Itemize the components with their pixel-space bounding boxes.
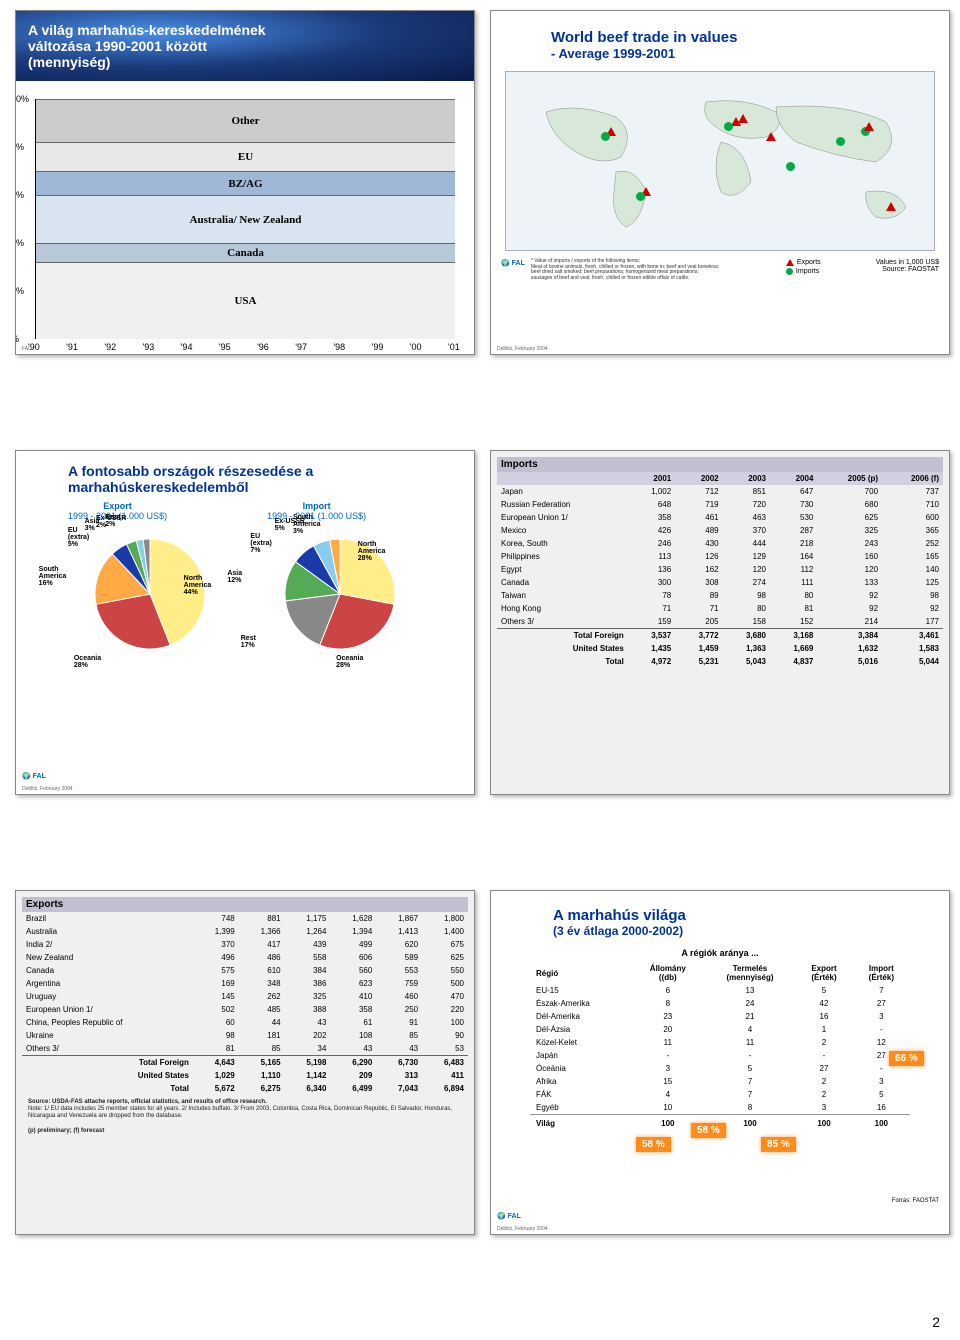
slide1-title-1: A világ marhahús-kereskedelmének <box>28 22 462 38</box>
map-marker <box>886 202 896 211</box>
source-line1: Values in 1,000 US$ <box>876 259 939 266</box>
slide6-footer: Deblitz, February 2004 <box>497 1226 548 1232</box>
pie-label: EU(extra)7% <box>250 533 271 554</box>
exports-table: ExportsBrazil7488811,1751,6281,8671,800A… <box>22 897 468 1095</box>
band-bz-ag: BZ/AG <box>36 171 455 195</box>
map-source: Values in 1,000 US$ Source: FAOSTAT <box>876 259 939 273</box>
map-marker <box>724 122 733 131</box>
callout: 85 % <box>761 1137 796 1152</box>
slide-3: A fontosabb országok részesedése a marha… <box>15 450 475 795</box>
slide2-footer: Deblitz, February 2004 <box>497 346 548 352</box>
map-svg <box>506 72 936 252</box>
slide3-title-1: A fontosabb országok részesedése a <box>68 463 462 479</box>
map-marker <box>786 162 795 171</box>
band-australia-new-zealand: Australia/ New Zealand <box>36 195 455 243</box>
note-source: Source: USDA-FAS attache reports, offici… <box>28 1099 462 1106</box>
legend-imports: Imports <box>796 268 819 275</box>
pie-label: SouthAmerica3% <box>293 514 321 535</box>
slide6-body: A marhahús világa (3 év átlaga 2000-2002… <box>491 891 949 1234</box>
pie-label: Oceania28% <box>74 655 101 669</box>
callout: 58 % <box>691 1123 726 1138</box>
page-number: 2 <box>932 1314 940 1330</box>
slide-1: A világ marhahús-kereskedelmének változá… <box>15 10 475 355</box>
pie-label: Oceania28% <box>336 655 363 669</box>
slide1-header: A világ marhahús-kereskedelmének változá… <box>16 11 474 81</box>
slide1-title-3: (mennyiség) <box>28 54 462 70</box>
pie-label: Asia12% <box>227 570 242 584</box>
area-chart: 0%20%40%60%80%100% '90'91'92'93'94'95'96… <box>35 99 455 339</box>
pie-label: Rest17% <box>241 635 256 649</box>
slide1-title-2: változása 1990-2001 között <box>28 38 462 54</box>
band-usa: USA <box>36 262 455 339</box>
pie-label: NorthAmerica44% <box>184 575 212 596</box>
fal-logo-6: 🌍 FAL <box>497 1212 521 1220</box>
slide-5: ExportsBrazil7488811,1751,6281,8671,800A… <box>15 890 475 1235</box>
note-pf: (p) preliminary; (f) forecast <box>28 1128 462 1135</box>
slide3-title-2: marhahúskereskedelemből <box>68 479 462 495</box>
slide6-subtitle: A régiók aránya ... <box>503 948 937 958</box>
exports-notes: Source: USDA-FAS attache reports, offici… <box>22 1095 468 1139</box>
region-table: RégióÁllomány((db)Termelés(mennyiség)Exp… <box>530 962 910 1130</box>
slide4-body: Imports20012002200320042005 (p)2006 (f)J… <box>491 451 949 674</box>
imports-table: Imports20012002200320042005 (p)2006 (f)J… <box>497 457 943 668</box>
slide6-source: Forrás: FAOSTAT <box>892 1198 939 1204</box>
exports-icon <box>786 259 794 266</box>
slide1-footer: FAO <box>22 346 32 352</box>
map-legend: Exports Imports <box>786 259 821 275</box>
band-other: Other <box>36 99 455 142</box>
pie-label: NorthAmerica28% <box>358 541 386 562</box>
callout: 58 % <box>636 1137 671 1152</box>
legend-exports: Exports <box>797 259 821 266</box>
fal-logo: 🌍 FAL <box>501 259 525 267</box>
slide-4: Imports20012002200320042005 (p)2006 (f)J… <box>490 450 950 795</box>
map-footnote: * Value of imports / exports of the foll… <box>531 259 731 281</box>
slide1-body: 0%20%40%60%80%100% '90'91'92'93'94'95'96… <box>16 81 474 354</box>
callout: 66 % <box>889 1051 924 1066</box>
world-map <box>505 71 935 251</box>
pie-label: SouthAmerica16% <box>39 566 67 587</box>
slide2-title-2: - Average 1999-2001 <box>551 46 929 61</box>
import-title: Import <box>267 501 366 511</box>
map-marker <box>766 132 776 141</box>
slide2-title-1: World beef trade in values <box>551 29 929 46</box>
slide6-title-1: A marhahús világa <box>553 907 937 924</box>
pie-label: Rest2% <box>105 514 120 528</box>
slide-2: World beef trade in values - Average 199… <box>490 10 950 355</box>
slide-6: A marhahús világa (3 év átlaga 2000-2002… <box>490 890 950 1235</box>
slide6-title-2: (3 év átlaga 2000-2002) <box>553 924 937 938</box>
band-canada: Canada <box>36 243 455 262</box>
map-marker <box>864 122 874 131</box>
slide2-body: World beef trade in values - Average 199… <box>491 11 949 354</box>
slide2-footer-row: 🌍 FAL * Value of imports / exports of th… <box>491 255 949 285</box>
pie-import: NorthAmerica28%Oceania28%Rest17%Asia12%E… <box>255 529 425 659</box>
source-line2: Source: FAOSTAT <box>876 266 939 273</box>
map-marker <box>738 114 748 123</box>
map-marker <box>636 192 645 201</box>
slide3-body: A fontosabb országok részesedése a marha… <box>16 451 474 794</box>
export-title: Export <box>68 501 167 511</box>
band-eu: EU <box>36 142 455 171</box>
fal-logo-3: 🌍 FAL <box>22 772 46 780</box>
imports-icon <box>786 268 793 275</box>
pie-wrap: NorthAmerica44%Oceania28%SouthAmerica16%… <box>28 529 462 659</box>
slide5-body: ExportsBrazil7488811,1751,6281,8671,800A… <box>16 891 474 1145</box>
map-marker <box>601 132 610 141</box>
slide2-header-block: World beef trade in values - Average 199… <box>491 11 949 67</box>
map-marker <box>836 137 845 146</box>
slide3-footer: Deblitz, February 2004 <box>22 786 73 792</box>
note-text: Note: 1/ EU data includes 25 member stat… <box>28 1106 462 1120</box>
pie-export: NorthAmerica44%Oceania28%SouthAmerica16%… <box>65 529 235 659</box>
